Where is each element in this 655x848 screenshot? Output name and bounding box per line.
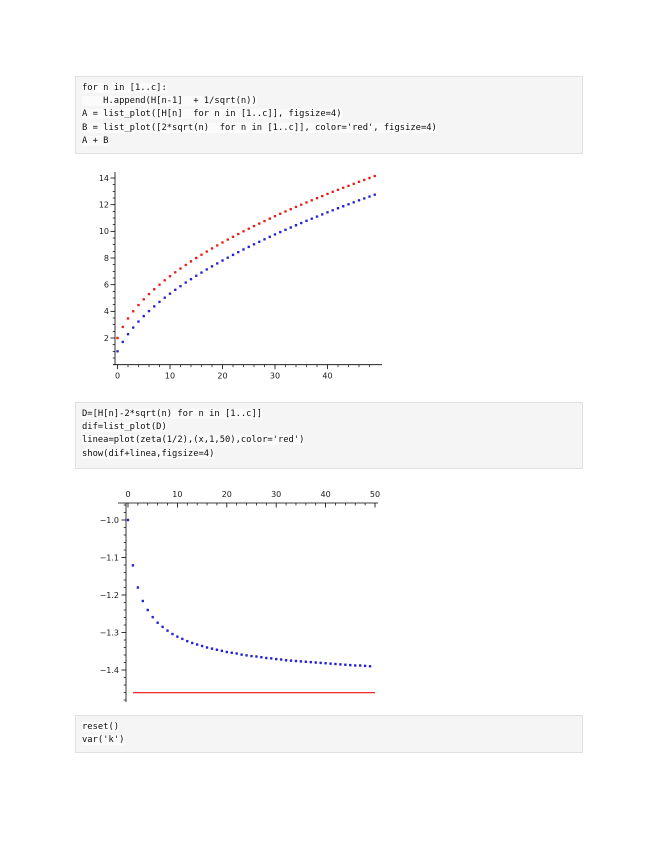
plot-hn-vs-2sqrtn: 2 4 6 8 10 12 14 0 10 20 30 40 bbox=[99, 172, 382, 381]
svg-text:0: 0 bbox=[115, 372, 120, 381]
svg-text:6: 6 bbox=[104, 280, 109, 289]
svg-text:20: 20 bbox=[217, 372, 227, 381]
svg-text:10: 10 bbox=[172, 490, 182, 499]
svg-text:−1.0: −1.0 bbox=[100, 516, 119, 525]
code-cell-reset: reset() var('k') bbox=[75, 715, 583, 753]
code-line: reset() bbox=[82, 722, 120, 732]
code-line: linea=plot(zeta(1/2),(x,1,50),color='red… bbox=[82, 435, 305, 446]
svg-text:12: 12 bbox=[99, 200, 109, 209]
svg-text:40: 40 bbox=[322, 372, 332, 381]
svg-text:30: 30 bbox=[271, 490, 281, 499]
code-line: H.append(H[n-1] + 1/sqrt(n)) bbox=[82, 96, 257, 107]
svg-text:10: 10 bbox=[99, 227, 109, 236]
code-line: B = list_plot([2*sqrt(n) for n in [1..c]… bbox=[82, 122, 437, 133]
svg-text:2: 2 bbox=[104, 334, 109, 343]
code-line: A + B bbox=[82, 135, 109, 146]
svg-text:4: 4 bbox=[104, 307, 109, 316]
svg-text:−1.3: −1.3 bbox=[100, 628, 119, 637]
svg-text:10: 10 bbox=[165, 372, 175, 381]
svg-text:20: 20 bbox=[222, 490, 232, 499]
svg-text:40: 40 bbox=[321, 490, 331, 499]
code-line: for n in [1..c]: bbox=[82, 83, 167, 93]
plot-difference-vs-zeta: 0 10 20 30 40 50 −1.0 −1.1 −1.2 −1.3 −1.4 bbox=[100, 490, 380, 702]
code-cell-difference-plot: D=[H[n]-2*sqrt(n) for n in [1..c]] dif=li… bbox=[75, 402, 583, 469]
svg-text:30: 30 bbox=[270, 372, 280, 381]
code-line: var('k') bbox=[82, 735, 125, 746]
svg-text:14: 14 bbox=[99, 174, 109, 183]
svg-text:−1.1: −1.1 bbox=[100, 553, 119, 562]
code-line: D=[H[n]-2*sqrt(n) for n in [1..c]] bbox=[82, 409, 263, 419]
svg-text:8: 8 bbox=[104, 254, 109, 263]
svg-text:50: 50 bbox=[370, 490, 380, 499]
code-line: show(dif+linea,figsize=4) bbox=[82, 448, 215, 459]
code-line: dif=list_plot(D) bbox=[82, 422, 167, 433]
code-line: A = list_plot([H[n] for n in [1..c]], fi… bbox=[82, 109, 342, 120]
svg-text:−1.2: −1.2 bbox=[100, 591, 119, 600]
svg-text:−1.4: −1.4 bbox=[100, 666, 119, 675]
svg-text:0: 0 bbox=[125, 490, 130, 499]
code-cell-harmonic-setup: for n in [1..c]: H.append(H[n-1] + 1/sqr… bbox=[75, 76, 583, 154]
